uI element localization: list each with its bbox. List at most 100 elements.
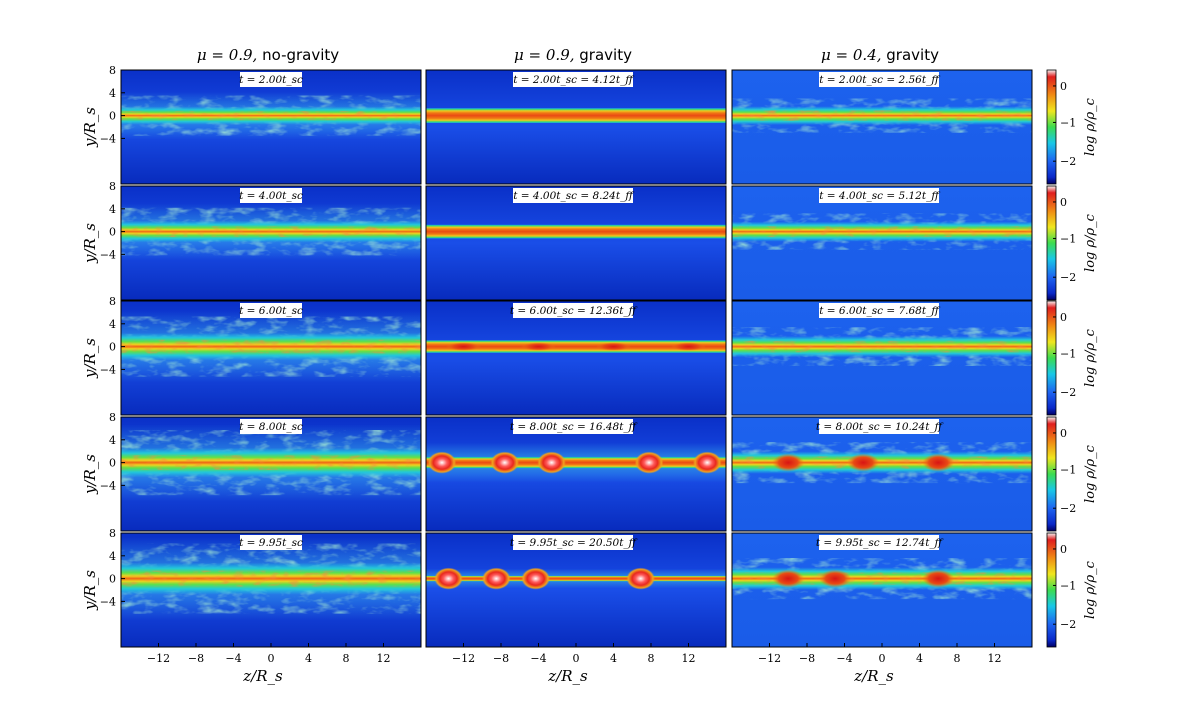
colorbar-tick-label: −2 <box>1060 502 1076 515</box>
colorbar-strip <box>1046 185 1057 301</box>
y-axis-label: y/R_s <box>81 570 99 611</box>
time-label-box <box>513 188 633 203</box>
panel-frame <box>731 300 1033 416</box>
colorbar-tick-label: −1 <box>1060 347 1076 360</box>
x-tick-label: −12 <box>147 652 170 665</box>
time-label: t = 6.00t_sc = 12.36t_ff <box>510 305 638 317</box>
x-tick-label: 8 <box>954 652 961 665</box>
clump-3 <box>537 451 566 474</box>
panel-3-3: t = 6.00t_sc = 7.68t_ff <box>731 300 1033 416</box>
time-label-box <box>513 72 633 87</box>
colorbar-tick-label: −1 <box>1060 579 1076 592</box>
y-tick-label: 8 <box>109 295 116 308</box>
panel-background <box>426 186 726 300</box>
time-label-box <box>240 72 302 87</box>
y-tick-label: −4 <box>100 132 116 145</box>
y-axis-label: y/R_s <box>81 223 99 264</box>
y-tick-label: 8 <box>109 64 116 77</box>
y-axis-4: 8 4 0 −4y/R_s <box>81 411 125 495</box>
panel-2-2: t = 4.00t_sc = 8.24t_ff <box>425 185 727 301</box>
dense-core <box>121 111 421 121</box>
x-tick-label: −4 <box>225 652 241 665</box>
time-label: t = 6.00t_sc <box>239 305 303 317</box>
x-tick-label: 0 <box>573 652 580 665</box>
y-tick-label: 0 <box>109 341 116 354</box>
filament <box>426 224 726 239</box>
panel-frame <box>731 416 1033 532</box>
y-tick-label: −4 <box>100 363 116 376</box>
time-label: t = 9.95t_sc <box>239 537 303 549</box>
time-label-box <box>819 188 939 203</box>
colorbar-label: log ρ/ρ_c <box>1083 444 1098 503</box>
y-axis-3: 8 4 0 −4y/R_s <box>81 295 125 379</box>
panel-1-3: t = 2.00t_sc = 2.56t_ff <box>731 69 1033 185</box>
knot-1 <box>772 569 805 588</box>
clump-4 <box>626 567 655 590</box>
y-tick-label: 4 <box>109 550 116 563</box>
time-label-box <box>513 303 633 318</box>
panel-background <box>426 301 726 415</box>
clump-3 <box>596 342 631 351</box>
x-tick-label: −8 <box>799 652 815 665</box>
dense-core <box>732 340 1032 353</box>
panel-background <box>426 533 726 647</box>
y-tick-label: 0 <box>109 573 116 586</box>
column-title-2: μ = 0.9, gravity <box>514 46 632 64</box>
y-tick-label: 4 <box>109 87 116 100</box>
knot-3 <box>922 569 955 588</box>
colorbar-strip <box>1046 300 1057 416</box>
y-tick-label: 4 <box>109 203 116 216</box>
colorbar-label: log ρ/ρ_c <box>1083 213 1098 272</box>
panel-frame <box>120 300 422 416</box>
y-tick-label: 4 <box>109 318 116 331</box>
panel-frame <box>120 416 422 532</box>
filament <box>426 108 726 124</box>
x-tick-label: 8 <box>343 652 350 665</box>
time-label-box <box>240 303 302 318</box>
colorbar-tick-label: 0 <box>1060 80 1067 93</box>
clump-1 <box>427 451 457 474</box>
clump-1 <box>446 342 481 351</box>
panel-2-1: t = 4.00t_sc <box>120 185 422 301</box>
time-label-box <box>513 419 633 434</box>
panel-4-2: t = 8.00t_sc = 16.48t_ff <box>425 416 727 532</box>
x-tick-label: −12 <box>452 652 475 665</box>
time-label: t = 4.00t_sc = 8.24t_ff <box>513 190 634 202</box>
y-axis-label: y/R_s <box>81 454 99 495</box>
clump-2 <box>521 342 556 351</box>
column-title-1: μ = 0.9, no-gravity <box>196 46 340 64</box>
x-axis-3: −12 −8 −4 0 4 8 12 z/R_s <box>758 643 1002 685</box>
time-label: t = 4.00t_sc = 5.12t_ff <box>819 190 940 202</box>
time-label: t = 9.95t_sc = 12.74t_ff <box>816 537 944 549</box>
dense-core <box>121 570 421 587</box>
time-label-box <box>819 72 939 87</box>
colorbar-2: 0 −1 −2 log ρ/ρ_c <box>1046 185 1098 301</box>
time-label-box <box>819 303 939 318</box>
x-tick-label: 12 <box>682 652 696 665</box>
y-axis-label: y/R_s <box>81 107 99 148</box>
colorbar-tick-label: 0 <box>1060 311 1067 324</box>
y-axis-5: 8 4 0 −4y/R_s <box>81 527 125 611</box>
time-label: t = 4.00t_sc <box>239 190 303 202</box>
colorbar-label: log ρ/ρ_c <box>1083 560 1098 619</box>
colorbar-tick-label: −2 <box>1060 386 1076 399</box>
panel-background <box>426 70 726 184</box>
colorbar-tick-label: −1 <box>1060 116 1076 129</box>
panel-5-3: t = 9.95t_sc = 12.74t_ff <box>731 532 1033 648</box>
y-axis-1: 8 4 0 −4y/R_s <box>81 64 125 148</box>
time-label-box <box>819 419 939 434</box>
clump-4 <box>634 451 664 474</box>
panel-frame <box>425 300 727 416</box>
colorbar-tick-label: 0 <box>1060 196 1067 209</box>
x-axis-label: z/R_s <box>853 667 894 685</box>
colorbar-tick-label: −2 <box>1060 271 1076 284</box>
panel-frame <box>425 69 727 185</box>
y-tick-label: 0 <box>109 457 116 470</box>
panel-frame <box>425 416 727 532</box>
colorbar-strip <box>1046 532 1057 648</box>
y-tick-label: −4 <box>100 248 116 261</box>
panel-3-1: t = 6.00t_sc <box>120 300 422 416</box>
y-tick-label: 0 <box>109 226 116 239</box>
x-tick-label: 0 <box>879 652 886 665</box>
